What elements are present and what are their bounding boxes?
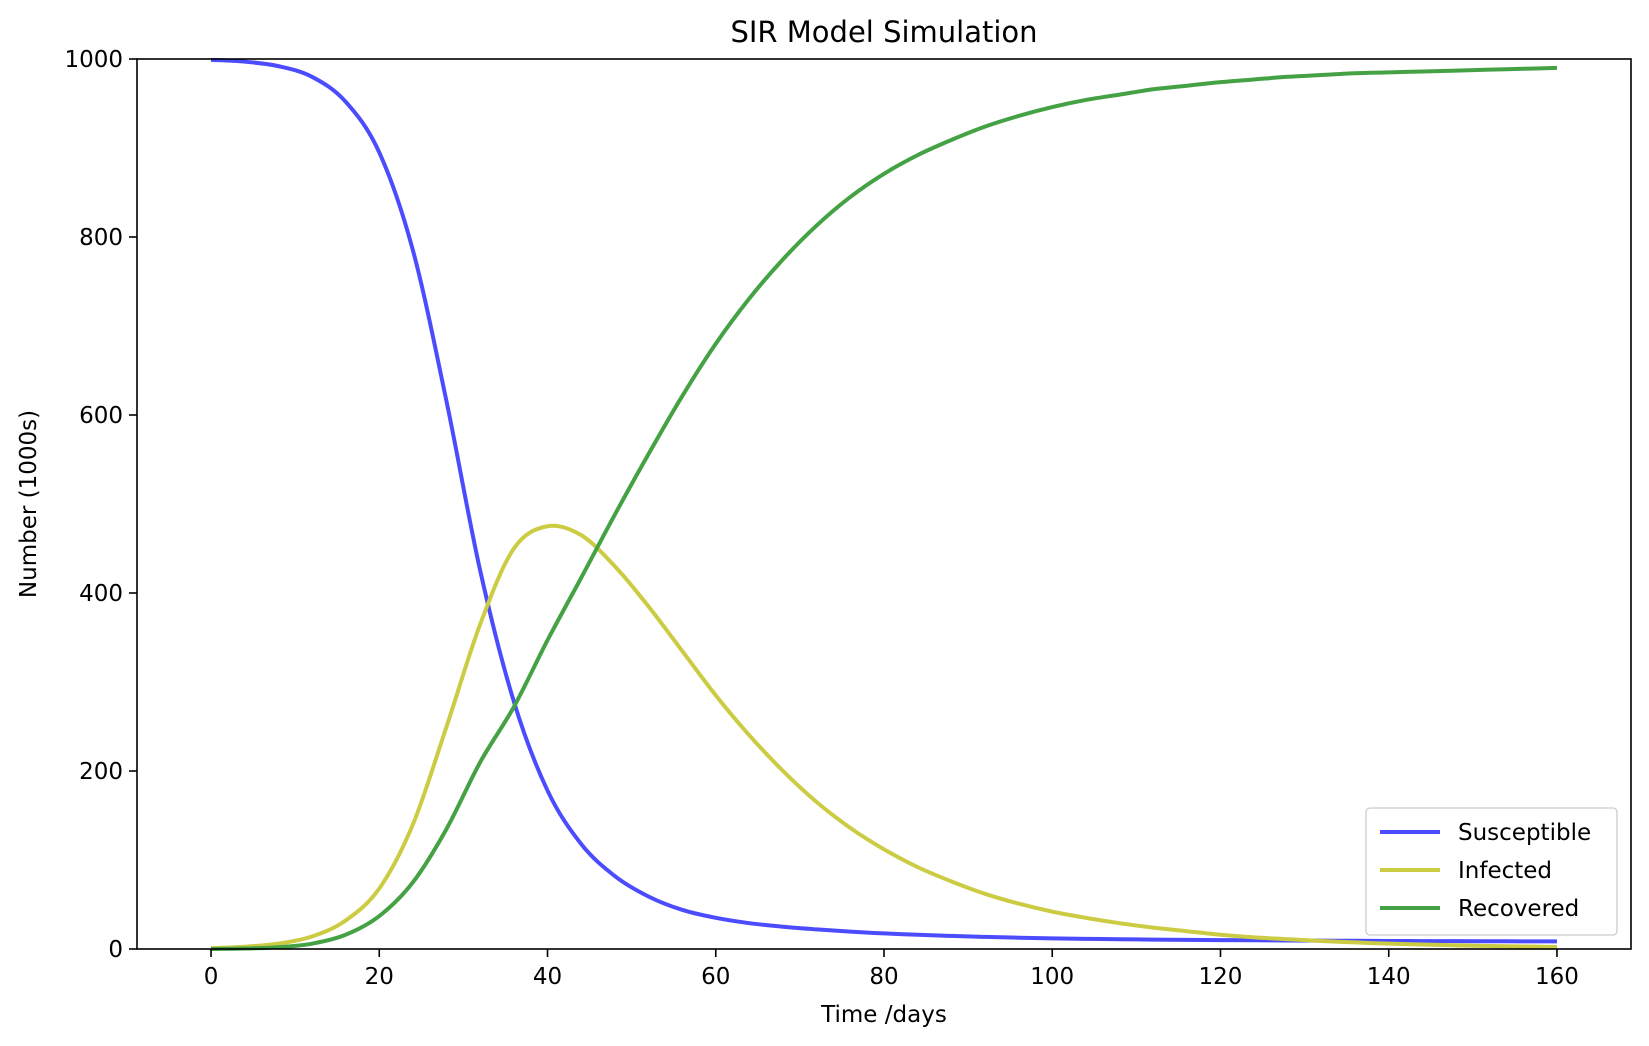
x-tick-label: 60 [701,964,730,990]
x-tick-label: 140 [1367,964,1411,990]
x-axis-ticks: 0 20 40 60 80 100 120 140 160 [204,949,1579,990]
y-tick-label: 400 [79,581,123,607]
legend-box [1365,807,1618,936]
x-tick-label: 160 [1535,964,1579,990]
y-tick-label: 1000 [64,47,123,73]
x-axis-label: Time /days [820,1002,947,1028]
legend-label-infected: Infected [1458,858,1552,884]
x-tick-label: 100 [1030,964,1074,990]
y-axis-ticks: 0 200 400 600 800 1000 [64,47,137,963]
x-tick-label: 80 [869,964,898,990]
x-tick-label: 40 [533,964,562,990]
y-tick-label: 200 [79,759,123,785]
legend: Susceptible Infected Recovered [1365,807,1618,936]
y-tick-label: 600 [79,403,123,429]
series-line-recovered [211,65,1558,951]
plot-background [137,59,1631,949]
series-layer [210,57,1558,951]
chart-title: SIR Model Simulation [730,15,1037,49]
y-axis-label: Number (1000s) [16,410,42,598]
y-tick-label: 800 [79,225,123,251]
series-line-infected [210,523,1557,951]
x-tick-label: 0 [204,964,219,990]
x-tick-label: 20 [365,964,394,990]
x-tick-label: 120 [1199,964,1243,990]
y-tick-label: 0 [108,937,123,963]
legend-label-susceptible: Susceptible [1458,820,1591,846]
legend-label-recovered: Recovered [1458,896,1579,922]
